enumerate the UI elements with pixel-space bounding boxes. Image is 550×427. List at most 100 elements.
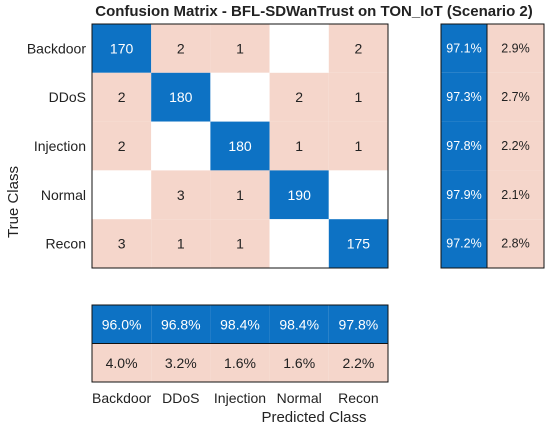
row-summary-correct-value: 97.9%: [446, 188, 481, 202]
matrix-cell-value: 1: [236, 40, 244, 56]
matrix-cell: [269, 219, 329, 268]
matrix-cell: [210, 24, 270, 73]
matrix-cell-value: 2: [118, 89, 126, 105]
row-label-normal: Normal: [41, 187, 86, 203]
matrix-cell: [210, 72, 270, 122]
col-summary-correct-value: 96.8%: [161, 316, 201, 332]
matrix-cell: [328, 121, 388, 171]
matrix-cell-value: 2: [295, 89, 303, 105]
row-summary-correct-value: 97.8%: [446, 139, 481, 153]
y-axis-label: True Class: [5, 166, 22, 238]
col-summary-correct-value: 98.4%: [279, 316, 319, 332]
matrix-cell: [328, 24, 388, 73]
col-label-ddos: DDoS: [162, 390, 199, 406]
matrix-cell: [151, 72, 211, 122]
matrix-cell: [210, 170, 270, 220]
matrix-cell: [269, 170, 329, 220]
x-axis-label: Predicted Class: [261, 409, 366, 426]
matrix-cell-value: 1: [355, 89, 363, 105]
matrix-cell-value: 3: [177, 187, 185, 203]
col-summary-incorrect-value: 4.0%: [106, 355, 138, 371]
matrix-cell-value: 190: [288, 187, 312, 203]
matrix-cell-value: 180: [169, 89, 193, 105]
matrix-cell: [151, 121, 211, 171]
col-label-recon: Recon: [338, 390, 378, 406]
row-summary-incorrect-value: 2.2%: [501, 139, 530, 153]
matrix-cell-value: 180: [228, 138, 252, 154]
matrix-cell-value: 1: [295, 138, 303, 154]
matrix-cell-value: 2: [355, 40, 363, 56]
col-summary-correct-value: 97.8%: [339, 316, 379, 332]
col-summary-incorrect-value: 1.6%: [283, 355, 315, 371]
row-label-backdoor: Backdoor: [27, 40, 86, 56]
row-summary-correct-cell: [441, 121, 487, 171]
col-summary-incorrect-value: 2.2%: [342, 355, 374, 371]
matrix-cell-value: 1: [236, 187, 244, 203]
matrix-cell-value: 1: [236, 236, 244, 252]
row-summary-incorrect-value: 2.9%: [501, 41, 530, 55]
row-summary-correct-cell: [441, 24, 487, 73]
row-summary-correct-cell: [441, 72, 487, 122]
matrix-cell: [328, 219, 388, 268]
chart-title: Confusion Matrix - BFL-SDWanTrust on TON…: [95, 3, 533, 20]
column-summary: 96.0% 4.0% 96.8% 3.2% 98.4% 1.6% 98.4% 1.6% 97.8…: [91, 304, 389, 383]
col-summary-correct-cell: [151, 305, 211, 344]
row-label-injection: Injection: [34, 138, 86, 154]
row-summary-incorrect-cell: [487, 72, 544, 122]
col-label-backdoor: Backdoor: [92, 390, 151, 406]
matrix-cell: [269, 121, 329, 171]
matrix-cell: [210, 219, 270, 268]
row-summary-incorrect-value: 2.8%: [501, 237, 530, 251]
matrix-cell-value: 170: [110, 40, 134, 56]
matrix-cell: [269, 24, 329, 73]
col-summary-correct-value: 98.4%: [220, 316, 260, 332]
row-summary-correct-value: 97.3%: [446, 90, 481, 104]
row-summary-incorrect-cell: [487, 219, 544, 268]
matrix-cell-value: 2: [118, 138, 126, 154]
row-summary-incorrect-cell: [487, 24, 544, 73]
row-label-recon: Recon: [46, 236, 86, 252]
col-summary-incorrect-value: 1.6%: [224, 355, 256, 371]
col-summary-incorrect-cell: [92, 343, 152, 382]
matrix-cell-value: 1: [355, 138, 363, 154]
column-labels: Backdoor DDoS Injection Normal Recon: [92, 390, 379, 406]
col-label-injection: Injection: [214, 390, 266, 406]
matrix-cell: [210, 121, 270, 171]
row-summary-incorrect-value: 2.7%: [501, 90, 530, 104]
col-summary-correct-cell: [269, 305, 329, 344]
col-summary-correct-cell: [210, 305, 270, 344]
matrix-cell: [151, 24, 211, 73]
matrix-cell: [92, 219, 152, 268]
row-summary: 97.1% 2.9% 97.3% 2.7% 97.8% 2.2% 97.9% 2.1% 97.2…: [440, 23, 545, 269]
col-summary-incorrect-cell: [269, 343, 329, 382]
matrix-cell-value: 3: [118, 236, 126, 252]
col-summary-correct-cell: [328, 305, 388, 344]
row-summary-correct-cell: [441, 170, 487, 220]
row-labels: Backdoor DDoS Injection Normal Recon: [27, 40, 86, 251]
matrix-cell: [151, 170, 211, 220]
matrix-cell: [92, 170, 152, 220]
col-summary-border: [91, 304, 389, 383]
matrix-cell: [269, 72, 329, 122]
row-summary-correct-value: 97.1%: [446, 41, 481, 55]
col-summary-correct-cell: [92, 305, 152, 344]
matrix-cell: [151, 219, 211, 268]
row-summary-incorrect-cell: [487, 170, 544, 220]
col-summary-incorrect-cell: [151, 343, 211, 382]
matrix-cell: [92, 72, 152, 122]
matrix-cell-value: 175: [347, 236, 371, 252]
row-label-ddos: DDoS: [49, 89, 86, 105]
matrix-border: [91, 23, 389, 269]
matrix-cell-value: 1: [177, 236, 185, 252]
col-summary-incorrect-value: 3.2%: [165, 355, 197, 371]
matrix-cell-value: 2: [177, 40, 185, 56]
matrix-cell: [92, 24, 152, 73]
row-summary-border: [440, 23, 545, 269]
col-summary-incorrect-cell: [210, 343, 270, 382]
row-summary-correct-value: 97.2%: [446, 237, 481, 251]
col-summary-correct-value: 96.0%: [102, 316, 142, 332]
matrix-cell: [328, 170, 388, 220]
row-summary-incorrect-cell: [487, 121, 544, 171]
row-summary-incorrect-value: 2.1%: [501, 188, 530, 202]
